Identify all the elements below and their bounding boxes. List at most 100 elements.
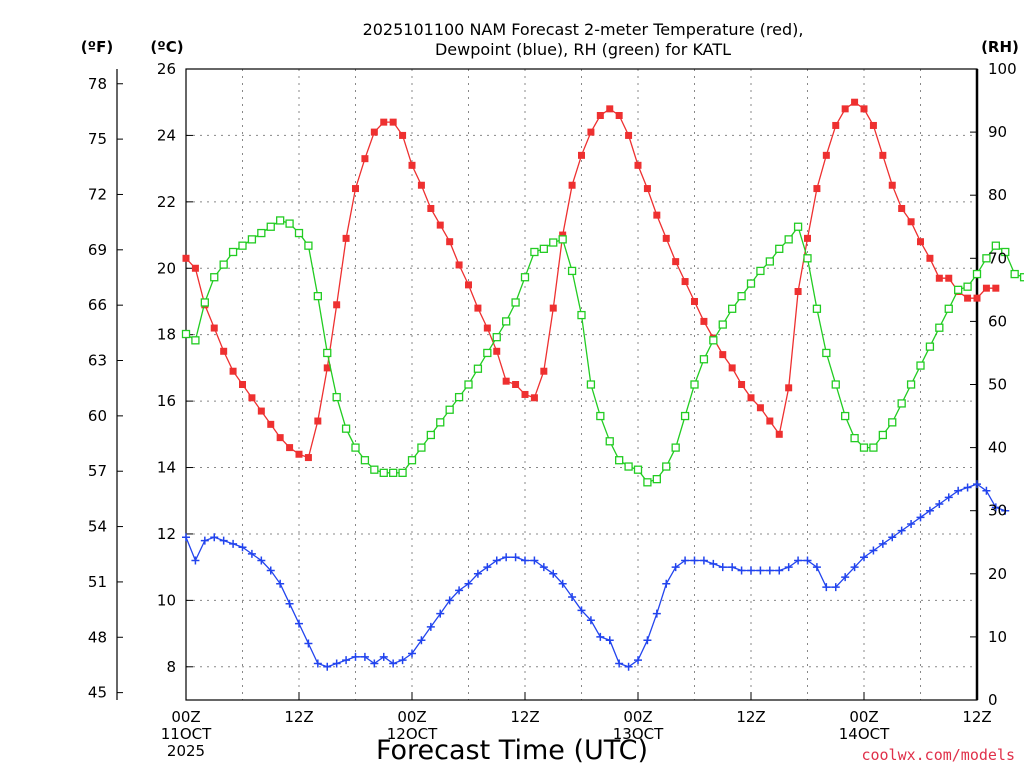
rh-point bbox=[605, 437, 614, 446]
rh-point bbox=[596, 411, 605, 421]
temperature-point bbox=[389, 118, 397, 126]
dewpoint-point bbox=[596, 632, 605, 641]
c-tick-label: 8 bbox=[166, 658, 176, 676]
f-tick-label: 54 bbox=[88, 518, 107, 536]
dewpoint-point bbox=[1001, 506, 1010, 515]
rh-point bbox=[577, 310, 586, 320]
rh-point bbox=[228, 247, 238, 257]
temperature-point bbox=[615, 111, 623, 119]
temperature-point bbox=[493, 347, 501, 355]
x-tick-label: 12OCT bbox=[387, 725, 438, 743]
f-tick-label: 48 bbox=[88, 628, 107, 646]
rh-point bbox=[276, 216, 285, 225]
axes-layer bbox=[116, 68, 979, 701]
dewpoint-point bbox=[182, 533, 190, 542]
dewpoint-point bbox=[502, 553, 511, 562]
temperature-point bbox=[286, 444, 294, 452]
temperature-point bbox=[248, 394, 256, 402]
temperature-point bbox=[992, 284, 1000, 292]
temperature-point bbox=[446, 238, 454, 246]
c-tick-label: 20 bbox=[157, 259, 176, 277]
dewpoint-line bbox=[185, 483, 1006, 668]
dewpoint-point bbox=[210, 533, 219, 542]
unit-rh-label: (RH) bbox=[981, 38, 1019, 56]
temperature-point bbox=[455, 261, 463, 269]
unit-celsius-label: (ºC) bbox=[150, 38, 183, 56]
rh-point bbox=[935, 323, 944, 332]
temperature-point bbox=[851, 98, 859, 106]
f-tick-label: 78 bbox=[88, 75, 107, 93]
dewpoint-point bbox=[615, 659, 624, 668]
dewpoint-point bbox=[991, 503, 1000, 512]
dewpoint-point bbox=[747, 566, 755, 575]
dewpoint-point bbox=[935, 500, 944, 509]
temperature-point bbox=[935, 274, 943, 282]
temperature-point bbox=[804, 234, 811, 242]
temperature-point bbox=[436, 221, 444, 229]
rh-point bbox=[699, 355, 709, 364]
dewpoint-point bbox=[954, 486, 963, 495]
dewpoint-point bbox=[671, 563, 680, 572]
temperature-point bbox=[785, 384, 793, 392]
temperature-point bbox=[229, 367, 237, 375]
rh-point bbox=[539, 244, 548, 253]
dewpoint-point bbox=[521, 556, 529, 565]
dewpoint-point bbox=[511, 553, 520, 562]
dewpoint-point bbox=[558, 579, 567, 588]
temperature-point bbox=[587, 128, 595, 136]
rh-point bbox=[426, 430, 435, 440]
rh-point bbox=[473, 364, 483, 373]
rh-point bbox=[831, 380, 840, 389]
dewpoint-point bbox=[652, 609, 661, 618]
rh-point bbox=[351, 443, 360, 452]
dewpoint-point bbox=[794, 556, 803, 565]
rh-point bbox=[897, 399, 906, 408]
dewpoint-point bbox=[549, 569, 558, 578]
unit-fahrenheit-label: (ºF) bbox=[81, 38, 113, 56]
f-tick-label: 57 bbox=[88, 462, 107, 480]
temperature-point bbox=[361, 155, 369, 163]
rh-point bbox=[972, 269, 982, 279]
dewpoint-point bbox=[916, 513, 925, 522]
f-tick-label: 45 bbox=[88, 684, 107, 702]
dewpoint-point bbox=[577, 606, 586, 615]
dewpoint-point bbox=[765, 566, 774, 575]
temperature-point bbox=[352, 185, 359, 193]
rh-point bbox=[765, 257, 774, 266]
rh-point bbox=[944, 304, 953, 313]
f-tick-label: 60 bbox=[88, 407, 107, 425]
rh-point bbox=[1010, 269, 1019, 279]
c-tick-label: 14 bbox=[157, 459, 176, 477]
rh-point bbox=[191, 336, 200, 345]
dewpoint-point bbox=[276, 579, 285, 588]
rh-point bbox=[1001, 247, 1010, 257]
rh-point bbox=[906, 380, 916, 389]
temperature-point bbox=[568, 181, 576, 189]
f-tick-label: 51 bbox=[88, 573, 107, 591]
temperature-point bbox=[465, 281, 472, 289]
x-tick-label: 13OCT bbox=[613, 725, 664, 743]
rh-point bbox=[624, 462, 633, 471]
rh-tick-label: 20 bbox=[988, 565, 1007, 583]
dewpoint-point bbox=[426, 622, 435, 631]
dewpoint-point bbox=[370, 659, 379, 668]
dewpoint-point bbox=[831, 583, 840, 592]
rh-point bbox=[812, 304, 822, 313]
rh-point bbox=[690, 380, 699, 389]
temperature-point bbox=[832, 121, 840, 129]
rh-point bbox=[633, 465, 643, 474]
rh-point bbox=[407, 456, 417, 465]
rh-point bbox=[379, 468, 388, 477]
x-tick-label: 2025 bbox=[167, 742, 205, 760]
dewpoint-point bbox=[709, 559, 718, 568]
rh-point bbox=[709, 336, 718, 345]
rh-point bbox=[445, 405, 454, 414]
temperature-point bbox=[982, 284, 990, 292]
rh-point bbox=[219, 260, 228, 269]
x-axis-title: Forecast Time (UTC) bbox=[376, 735, 648, 766]
temperature-point bbox=[295, 450, 303, 458]
temperature-point bbox=[898, 204, 906, 212]
rh-point bbox=[1019, 273, 1024, 282]
temperature-point bbox=[314, 417, 322, 425]
rh-point bbox=[492, 333, 501, 342]
